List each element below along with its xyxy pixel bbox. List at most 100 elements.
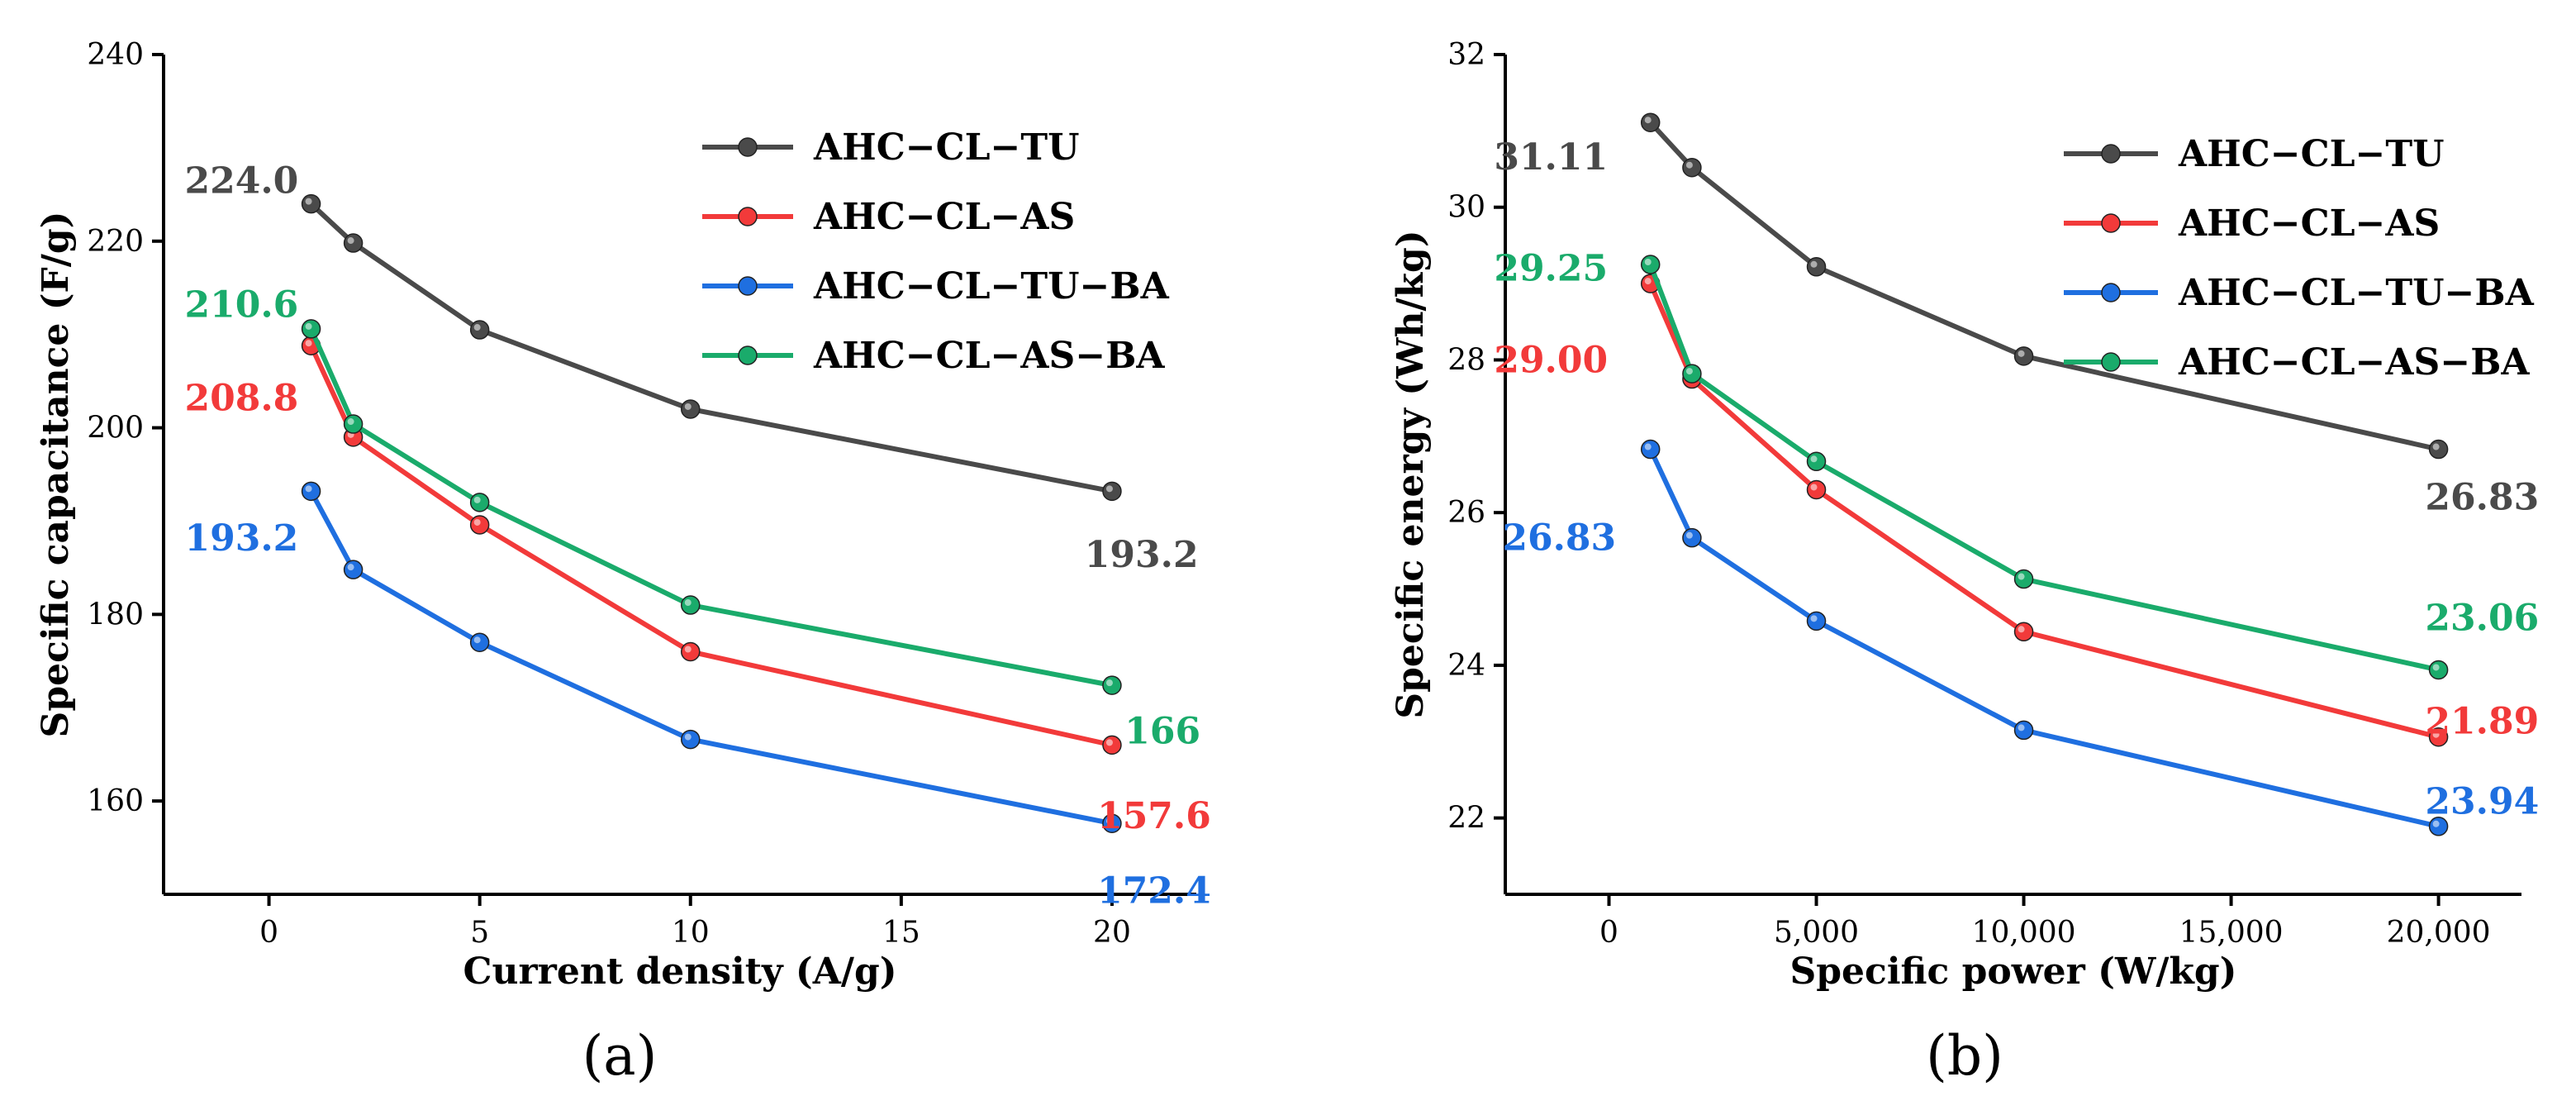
legend-label: AHC−CL−AS bbox=[813, 196, 1075, 238]
data-label: 23.94 bbox=[2425, 780, 2539, 822]
legend-marker bbox=[738, 137, 758, 157]
data-point bbox=[2428, 660, 2449, 680]
y-tick-label: 240 bbox=[87, 38, 144, 72]
data-point-highlight bbox=[305, 322, 312, 330]
data-point-highlight bbox=[2018, 573, 2025, 580]
y-tick-label: 24 bbox=[1447, 649, 1485, 683]
y-tick-label: 28 bbox=[1447, 343, 1485, 377]
data-point bbox=[469, 632, 490, 652]
data-label: 29.00 bbox=[1494, 339, 1608, 381]
data-label: 157.6 bbox=[1097, 795, 1211, 837]
data-point-highlight bbox=[473, 636, 481, 644]
x-axis-label: Current density (A/g) bbox=[463, 951, 896, 993]
data-point-highlight bbox=[1105, 817, 1113, 825]
data-point-highlight bbox=[1810, 615, 1818, 622]
data-point-highlight bbox=[684, 403, 692, 410]
y-tick-label: 180 bbox=[87, 598, 144, 631]
legend: AHC−CL−TU AHC−CL−AS AHC−CL−TU−BA AHC−CL−AS−… bbox=[2064, 133, 2535, 384]
series-3 bbox=[1640, 255, 2449, 680]
data-point-highlight bbox=[2432, 731, 2440, 738]
legend-marker bbox=[2101, 352, 2121, 372]
data-label: 208.8 bbox=[184, 377, 298, 419]
data-point bbox=[2013, 720, 2034, 741]
series-1 bbox=[301, 336, 1122, 755]
y-tick-label: 22 bbox=[1447, 802, 1485, 836]
legend-marker bbox=[738, 345, 758, 365]
data-point-highlight bbox=[684, 599, 692, 607]
legend-label: AHC−CL−TU bbox=[813, 126, 1080, 169]
series-0 bbox=[301, 193, 1122, 502]
data-point-highlight bbox=[1644, 259, 1652, 265]
data-point bbox=[681, 595, 701, 615]
x-tick-label: 15,000 bbox=[2179, 916, 2284, 950]
series-3 bbox=[301, 319, 1122, 695]
data-point bbox=[301, 319, 321, 339]
legend-marker bbox=[2101, 213, 2121, 233]
panel-label: (a) bbox=[582, 1024, 658, 1088]
series-line bbox=[308, 344, 1113, 748]
chart-panel-b: 0 5,000 10,000 15,000 20,000 22 24 26 28 30 32 Spec… bbox=[1390, 38, 2539, 1088]
data-point-highlight bbox=[1685, 368, 1693, 375]
data-point-highlight bbox=[2018, 626, 2025, 633]
data-point bbox=[1102, 675, 1122, 695]
data-point bbox=[2013, 346, 2034, 366]
data-point-highlight bbox=[347, 418, 354, 426]
y-tick-label: 30 bbox=[1447, 191, 1485, 225]
data-point-highlight bbox=[2018, 350, 2025, 357]
legend-marker bbox=[738, 276, 758, 296]
x-tick-label: 0 bbox=[259, 916, 278, 950]
legend: AHC−CL−TU AHC−CL−AS AHC−CL−TU−BA AHC−CL−AS−… bbox=[702, 126, 1170, 377]
data-point bbox=[343, 414, 364, 434]
data-point-highlight bbox=[1810, 455, 1818, 463]
legend-label: AHC−CL−TU−BA bbox=[813, 265, 1170, 307]
data-point bbox=[1806, 611, 1827, 631]
data-point-highlight bbox=[1685, 161, 1693, 169]
data-point bbox=[469, 320, 490, 340]
data-point-highlight bbox=[1810, 484, 1818, 491]
data-point bbox=[343, 560, 364, 579]
legend-marker bbox=[738, 207, 758, 226]
x-tick-label: 5 bbox=[470, 916, 489, 950]
data-point-highlight bbox=[305, 485, 312, 493]
x-tick-label: 20,000 bbox=[2387, 916, 2491, 950]
data-point-highlight bbox=[473, 518, 481, 526]
data-label: 166 bbox=[1124, 710, 1200, 752]
panel-label: (b) bbox=[1926, 1024, 2003, 1088]
data-point bbox=[1102, 735, 1122, 755]
series-2 bbox=[301, 481, 1122, 833]
x-axis-label: Specific power (W/kg) bbox=[1790, 951, 2237, 993]
series-line bbox=[1647, 263, 2440, 673]
series-2 bbox=[1640, 439, 2449, 836]
data-point-highlight bbox=[473, 496, 481, 503]
data-point bbox=[1682, 364, 1702, 384]
data-point bbox=[301, 193, 321, 214]
data-point bbox=[681, 641, 701, 662]
data-label: 26.83 bbox=[2425, 477, 2539, 519]
data-point-highlight bbox=[1105, 739, 1113, 746]
data-point bbox=[1640, 255, 1661, 274]
legend-label: AHC−CL−TU−BA bbox=[2178, 272, 2535, 314]
y-tick-label: 160 bbox=[87, 784, 144, 818]
data-label: 31.11 bbox=[1494, 136, 1608, 179]
data-point bbox=[1806, 479, 1827, 500]
data-point-highlight bbox=[1644, 117, 1652, 124]
data-point-highlight bbox=[1105, 679, 1113, 687]
data-label: 21.89 bbox=[2425, 700, 2539, 742]
legend-label: AHC−CL−AS−BA bbox=[813, 335, 1165, 377]
data-point-highlight bbox=[305, 198, 312, 205]
series-line bbox=[308, 327, 1113, 689]
data-point bbox=[469, 493, 490, 512]
data-point bbox=[2428, 439, 2449, 460]
y-tick-label: 200 bbox=[87, 412, 144, 446]
data-point-highlight bbox=[684, 733, 692, 741]
data-point bbox=[1806, 257, 1827, 277]
data-point-highlight bbox=[1644, 443, 1652, 450]
data-point-highlight bbox=[2432, 820, 2440, 827]
data-point bbox=[343, 233, 364, 253]
data-label: 172.4 bbox=[1097, 870, 1211, 912]
data-point bbox=[2013, 622, 2034, 642]
data-point bbox=[1806, 451, 1827, 472]
data-point bbox=[469, 515, 490, 535]
data-point-highlight bbox=[347, 564, 354, 571]
